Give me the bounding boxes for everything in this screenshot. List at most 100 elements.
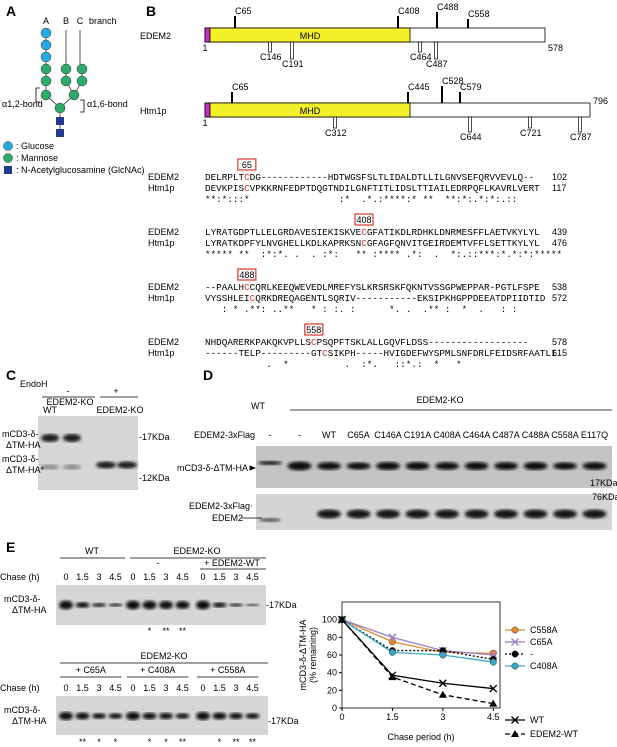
series-line	[341, 619, 494, 705]
asterisk: *	[114, 737, 118, 747]
legend-label: C408A	[530, 661, 558, 671]
marker	[388, 633, 397, 642]
asterisk: *	[218, 737, 222, 747]
sequence: ------TELP---------GTCSIKPH-----HVIGDEFW…	[205, 348, 557, 359]
site-stick	[528, 116, 532, 129]
group-label: + C65A	[76, 665, 106, 675]
protein-name: Htm1p	[140, 106, 167, 116]
band	[582, 462, 607, 470]
lane-label: C191A	[404, 430, 432, 440]
plot-frame	[341, 601, 501, 709]
site-stick	[290, 41, 294, 60]
band	[346, 462, 371, 470]
site-label: C579	[460, 82, 482, 92]
site-box	[237, 268, 257, 281]
group-label: + EDEM2-WT	[204, 558, 260, 568]
sequence-part: ------TELP---------GT	[205, 348, 323, 359]
time-label: 3	[96, 683, 101, 693]
lane-label: WT	[322, 430, 336, 440]
band-label: EDEM2-3xFlag	[189, 501, 250, 511]
band	[435, 509, 459, 519]
mhd-domain	[209, 27, 411, 43]
series-line	[341, 619, 494, 663]
x-tick-label: 4.5	[487, 712, 500, 722]
sequence-part: GFATIKDLRDHKLDNRMESFFLAETVKYLYL	[367, 227, 540, 238]
site-stick	[434, 41, 438, 60]
sequence-part: DG------------HDTWGSFSLTLIDALDTLLILGNVSE…	[250, 172, 535, 183]
site-label: C464	[410, 52, 432, 62]
lane-label: C65A	[347, 430, 370, 440]
residue-end: 578	[548, 43, 563, 53]
series-line	[341, 619, 494, 661]
sequence-part: QRKDREQAGENTLSQRIV-----------EKSIPKHGPPD…	[255, 293, 546, 304]
lane-label: C464A	[463, 430, 491, 440]
legend-marker	[511, 730, 519, 737]
site-label: C558	[468, 9, 490, 19]
x-tick-label: 3	[440, 712, 445, 722]
marker	[489, 699, 498, 707]
band	[494, 509, 518, 519]
band-label: ΔTM-HA	[6, 440, 41, 450]
mw-label: 17KDa	[590, 478, 617, 488]
asterisk: *	[148, 737, 152, 747]
site-label: C528	[442, 76, 464, 86]
band	[229, 712, 243, 720]
band	[405, 461, 430, 471]
seq-name: EDEM2	[148, 172, 179, 182]
band-label: mCD3-δ-ΔTM-HA	[177, 463, 248, 473]
sequence-part: NHDQARERKPAKQKVPLLS	[205, 337, 311, 348]
band	[494, 462, 518, 470]
lane-label: E117Q	[581, 430, 608, 440]
site-box-label: 488	[239, 270, 254, 280]
mw-label: -17KDa	[139, 432, 170, 442]
time-label: 1.5	[76, 572, 89, 582]
band	[317, 462, 341, 470]
site-label: C146	[260, 52, 282, 62]
band	[582, 509, 607, 519]
seq-name: EDEM2	[148, 227, 179, 237]
site-box	[304, 323, 324, 336]
legend-glcnac	[4, 166, 12, 174]
seq-end: 102	[552, 172, 567, 182]
site-box-label: 558	[306, 325, 321, 335]
consensus: . * . :*. ::*.: * *	[205, 359, 462, 370]
y-axis-label: mCD3-δ-ΔTM-HA	[298, 619, 308, 690]
treatment: -	[67, 386, 70, 396]
time-label: 1.5	[213, 572, 226, 582]
site-label: C721	[520, 128, 542, 138]
band-label: mCD3-δ-	[4, 594, 41, 604]
site-label: C487	[426, 59, 448, 69]
band	[159, 600, 173, 610]
signal-peptide	[204, 27, 211, 43]
legend-label: C65A	[530, 637, 553, 647]
sequence: LYRATGDPTLLELGRDAVESIEKISKVECGFATIKDLRDH…	[205, 227, 540, 238]
group-label: WT	[251, 401, 265, 411]
sequence-part: C	[244, 183, 250, 194]
band	[92, 713, 106, 719]
time-label: 0	[200, 572, 205, 582]
series-line	[341, 619, 494, 690]
series-line	[341, 619, 494, 654]
band	[346, 509, 371, 519]
sequence-part: PSQPFTSKLALLGQVFLDSS------------------	[317, 337, 529, 348]
sequence: NHDQARERKPAKQKVPLLSCPSQPFTSKLALLGQVFLDSS…	[205, 337, 529, 348]
x-axis-label: Chase period (h)	[387, 732, 454, 742]
band	[435, 462, 459, 470]
site-label: C488	[437, 2, 459, 12]
chase-label: Chase (h)	[0, 572, 40, 582]
residue-start: 1	[202, 43, 207, 53]
legend-label: -	[530, 649, 533, 659]
site-stick	[333, 116, 337, 129]
lane-label: C558A	[551, 430, 579, 440]
seq-name: Htm1p	[148, 238, 175, 248]
lane-label: EDEM2-KO	[96, 405, 143, 415]
legend-label: C558A	[530, 625, 558, 635]
band	[142, 600, 157, 610]
asterisk: **	[79, 737, 87, 747]
band-label: EDEM2	[212, 513, 243, 523]
band	[175, 713, 190, 719]
asterisk: *	[97, 737, 101, 747]
sequence-part: --PAALH	[205, 282, 244, 293]
treatment-label: EndoH	[20, 379, 48, 389]
